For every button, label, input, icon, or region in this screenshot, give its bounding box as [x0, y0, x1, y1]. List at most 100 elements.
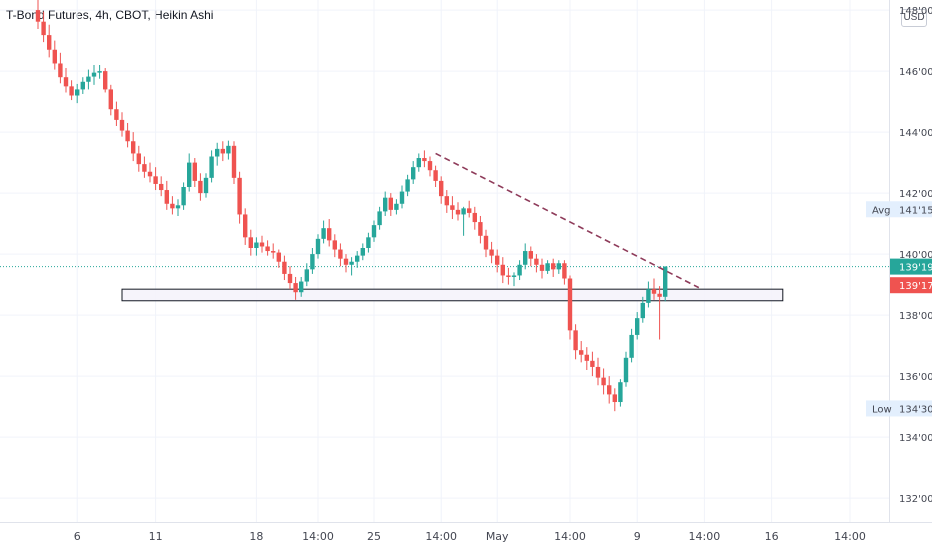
candle	[416, 153, 421, 172]
candle	[411, 161, 416, 184]
candle-body	[131, 141, 136, 154]
candle	[47, 24, 52, 58]
candle-body	[623, 357, 629, 383]
candle-body	[86, 76, 91, 82]
candle	[663, 266, 668, 302]
candle	[293, 276, 298, 300]
candle-body	[327, 228, 332, 241]
candle-body	[612, 394, 617, 403]
candle	[131, 132, 136, 162]
candle-body	[539, 264, 545, 271]
candle-body	[551, 263, 556, 270]
candle-body	[495, 255, 500, 265]
x-tick-label: 14:00	[302, 530, 334, 543]
candle	[215, 142, 220, 166]
candle-body	[248, 237, 253, 248]
candle	[534, 254, 539, 273]
candle	[377, 206, 382, 230]
candle	[618, 379, 623, 407]
candle	[304, 263, 309, 287]
last-price-label: 139'19	[899, 263, 932, 274]
candle-body	[203, 177, 209, 194]
candle	[551, 258, 556, 277]
y-tick-label: 138'00	[899, 311, 932, 322]
currency-button[interactable]: USD	[901, 9, 927, 27]
candle	[58, 52, 63, 84]
candle-body	[125, 130, 130, 142]
candle-body	[467, 208, 472, 213]
candle	[91, 65, 97, 85]
candle-body	[41, 21, 46, 36]
candle	[69, 80, 74, 101]
y-tick-label: 148'00	[899, 6, 932, 17]
candle-body	[321, 228, 326, 239]
x-tick-label: 11	[149, 530, 163, 543]
candle-body	[97, 71, 102, 73]
candle-body	[175, 205, 181, 209]
candle	[517, 260, 522, 281]
candle-body	[579, 350, 584, 355]
candle	[489, 241, 494, 264]
candle-body	[108, 89, 113, 110]
candle-body	[562, 263, 567, 279]
last-price-badge	[890, 258, 932, 275]
price-axis[interactable]: 132'00 134'00 136'00 138'00 140'00 142'00 144'…	[899, 6, 932, 505]
candle	[327, 219, 332, 247]
candle-body	[338, 249, 343, 259]
candle	[399, 185, 405, 209]
candle	[203, 173, 209, 198]
candle-body	[584, 354, 589, 361]
y-tick-label: 136'00	[899, 372, 932, 383]
candle	[63, 68, 69, 93]
candle-body	[147, 171, 153, 177]
candle	[220, 141, 225, 162]
candle-body	[159, 183, 164, 191]
candle	[97, 65, 102, 79]
price-marker-value: 141'15	[899, 205, 932, 216]
candle-body	[52, 49, 57, 64]
candle-body	[427, 161, 433, 171]
candle-body	[461, 208, 466, 215]
candle-body	[618, 382, 623, 403]
candle	[259, 235, 265, 253]
candle	[584, 347, 589, 370]
candle	[271, 243, 276, 259]
candle-body	[231, 145, 237, 178]
y-tick-label: 144'00	[899, 128, 932, 139]
time-axis[interactable]: 6 11 18 14:00 25 14:00 May 14:00 9 14:00 16 14:00	[74, 530, 866, 543]
candle-body	[657, 293, 662, 297]
candle-body	[69, 86, 74, 96]
candle	[125, 122, 130, 148]
candle-body	[528, 251, 533, 259]
candle	[579, 341, 584, 363]
candle	[35, 0, 41, 30]
candle-body	[47, 35, 52, 50]
candle-body	[170, 203, 175, 209]
x-tick-label: 18	[249, 530, 263, 543]
candle-body	[534, 258, 539, 265]
candle	[360, 243, 365, 261]
candle	[562, 260, 567, 285]
candle	[657, 286, 662, 340]
price-marker-value: 134'30	[899, 404, 932, 415]
candle-body	[75, 89, 80, 96]
candle	[366, 232, 371, 253]
candle-body	[142, 164, 147, 172]
candle-body	[567, 278, 573, 331]
x-tick-label: 16	[765, 530, 779, 543]
candle	[147, 162, 153, 183]
candle-body	[80, 81, 85, 90]
y-tick-label: 134'00	[899, 433, 932, 444]
candle	[170, 196, 175, 215]
candle	[164, 180, 169, 210]
chart-title: T-Bond Futures, 4h, CBOT, Heikin Ashi	[6, 8, 214, 22]
candle-body	[646, 289, 651, 303]
candle	[383, 191, 388, 216]
y-tick-label: 146'00	[899, 67, 932, 78]
candle-body	[198, 180, 203, 194]
candle-body	[103, 71, 108, 90]
candle	[103, 68, 108, 93]
candle-body	[483, 235, 489, 250]
candle	[371, 220, 377, 242]
